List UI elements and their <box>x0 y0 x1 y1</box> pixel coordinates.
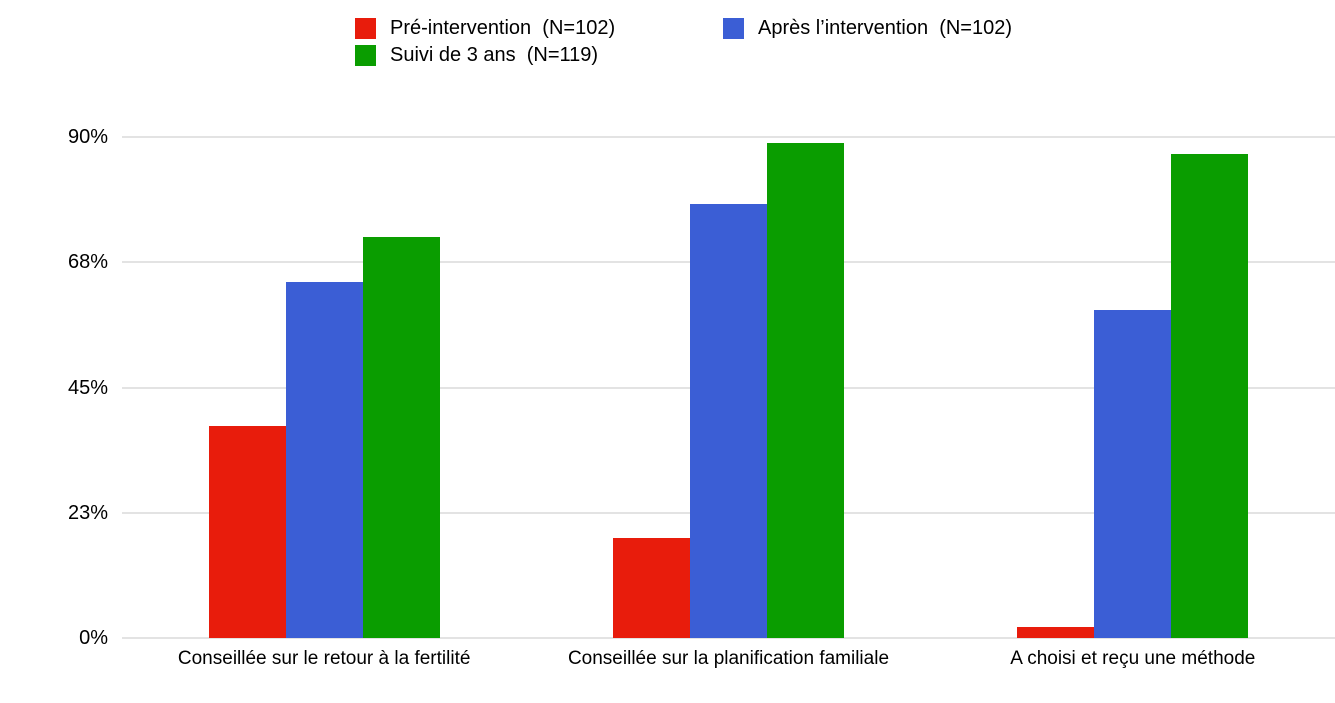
legend-swatch <box>723 17 744 39</box>
legend-swatch <box>355 17 376 39</box>
bar <box>1017 626 1095 638</box>
y-axis-tick-label: 90% <box>67 126 108 148</box>
bar <box>612 537 690 638</box>
legend: Pré-intervention (N=102) Après l’interven… <box>0 0 1335 80</box>
bars <box>122 137 1335 638</box>
bar-group <box>122 137 526 638</box>
bar <box>285 281 363 638</box>
bar <box>1094 309 1172 638</box>
legend-item: Suivi de 3 ans (N=119) <box>355 43 598 67</box>
x-axis-category-label: A choisi et reçu une méthode <box>1010 648 1256 669</box>
gridline <box>122 136 1335 138</box>
gridline <box>122 637 1335 639</box>
y-axis-tick-label: 0% <box>79 627 108 649</box>
legend-label: Suivi de 3 ans (N=119) <box>390 43 599 66</box>
bar <box>766 142 844 638</box>
bar <box>362 237 440 638</box>
legend-swatch <box>355 44 376 66</box>
y-axis-tick-label: 45% <box>67 376 108 399</box>
legend-item: Après l’intervention (N=102) <box>723 16 1012 40</box>
y-axis-tick-label: 68% <box>67 251 108 274</box>
legend-label: Après l’intervention (N=102) <box>758 16 1013 39</box>
x-axis: Conseillée sur le retour à la fertilité C… <box>122 647 1335 671</box>
bar <box>689 203 767 638</box>
x-axis-category-label: Conseillée sur le retour à la fertilité <box>177 648 471 669</box>
y-axis: 0% 23% 45% 68% 90% <box>0 126 108 649</box>
legend-label: Pré-intervention (N=102) <box>390 16 616 39</box>
bar <box>208 426 286 638</box>
legend-item: Pré-intervention (N=102) <box>355 16 615 40</box>
bar <box>1171 153 1249 638</box>
plot-area <box>122 136 1335 639</box>
bar-group <box>931 137 1335 638</box>
y-axis-tick-label: 23% <box>67 501 108 524</box>
bar-group <box>526 137 930 638</box>
x-axis-category-label: Conseillée sur la planification familial… <box>567 648 890 669</box>
